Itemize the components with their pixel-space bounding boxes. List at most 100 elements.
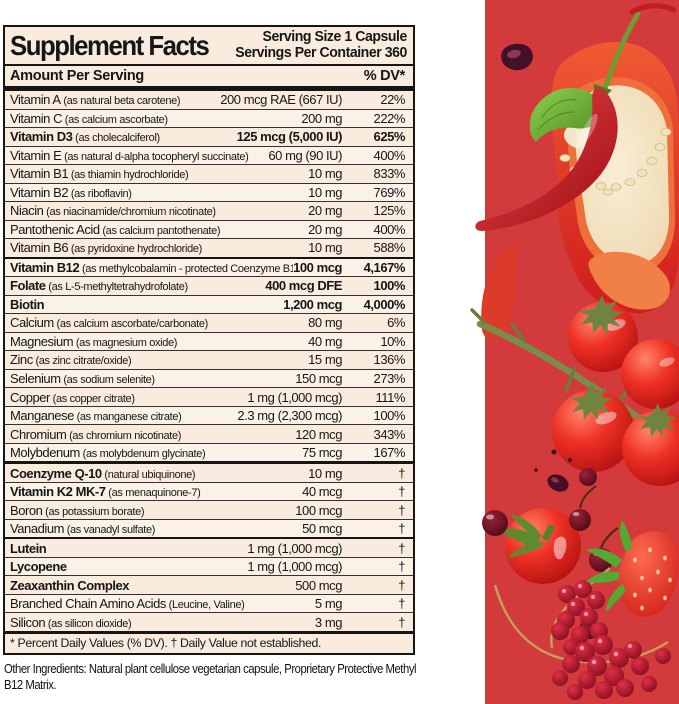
ingredient-amount: 10 mg — [308, 166, 342, 182]
table-row: Zeaxanthin Complex 500 mcg † — [5, 575, 413, 594]
ingredient-dv: 10% — [380, 333, 405, 349]
strawberry-icon — [586, 520, 679, 617]
ingredient-name: Calcium (as calcium ascorbate/carbonate) — [10, 315, 208, 331]
table-row: Biotin 1,200 mcg 4,000% — [5, 294, 413, 314]
ingredient-name: Copper (as copper citrate) — [10, 389, 135, 405]
ingredient-amount: 80 mg — [308, 315, 342, 331]
ingredient-name: Zeaxanthin Complex — [10, 577, 130, 593]
table-row: Vitamin E (as natural d-alpha tocopheryl… — [5, 145, 413, 165]
ingredient-name: Coenzyme Q-10 (natural ubiquinone) — [10, 465, 196, 481]
pomegranate-seed-icon — [501, 43, 533, 71]
ingredient-name: Selenium (as sodium selenite) — [10, 370, 155, 386]
ingredient-amount: 1 mg (1,000 mcg) — [247, 559, 342, 575]
ingredient-name: Niacin (as niacinamide/chromium nicotina… — [10, 203, 216, 219]
table-row: Vitamin B2 (as riboflavin) 10 mg 769% — [5, 182, 413, 202]
red-chili-pepper-icon — [475, 11, 641, 232]
ingredient-name: Boron (as potassium borate) — [10, 502, 145, 518]
table-row: Vitamin B12 (as methylcobalamin - protec… — [5, 256, 413, 277]
ingredient-amount: 40 mcg — [302, 484, 342, 500]
column-header: Amount Per Serving % DV* — [5, 66, 413, 91]
table-row: Lycopene 1 mg (1,000 mcg) † — [5, 556, 413, 576]
strawberry-calyx-icon — [586, 520, 632, 612]
ingredient-name: Vitamin B12 (as methylcobalamin - protec… — [10, 259, 294, 275]
ingredient-amount: 125 mcg (5,000 IU) — [236, 129, 343, 145]
ingredient-dv: † — [398, 577, 405, 593]
ingredient-amount: 400 mcg DFE — [265, 278, 342, 294]
ingredient-name: Pantothenic Acid (as calcium pantothenat… — [10, 221, 221, 237]
table-row: Vitamin A (as natural beta carotene) 200… — [5, 91, 413, 109]
red-currants-icon — [550, 567, 611, 655]
ingredient-dv: 136% — [373, 352, 406, 368]
chili-fragment-icon — [629, 3, 677, 15]
ingredient-amount: 500 mcg — [295, 577, 342, 593]
ingredient-amount: 100 mcg — [293, 259, 342, 275]
ingredient-name: Lycopene — [10, 559, 67, 575]
ingredient-dv: † — [398, 521, 405, 537]
ingredient-amount: 1 mg (1,000 mcg) — [247, 540, 342, 556]
ingredient-dv: 400% — [373, 221, 406, 237]
ingredient-name: Magnesium (as magnesium oxide) — [10, 333, 178, 349]
ingredient-amount: 60 mg (90 IU) — [268, 147, 342, 163]
ingredient-name: Vitamin C (as calcium ascorbate) — [10, 110, 168, 126]
chili-stem-icon — [602, 11, 641, 91]
ingredient-name: Branched Chain Amino Acids (Leucine, Val… — [10, 596, 245, 612]
ingredient-name: Vitamin K2 MK-7 (as menaquinone-7) — [10, 484, 201, 500]
dv-footnote: * Percent Daily Values (% DV). † Daily V… — [5, 631, 413, 653]
ingredient-amount: 40 mg — [308, 333, 342, 349]
ingredient-amount: 10 mg — [308, 184, 342, 200]
ingredient-dv: 100% — [373, 278, 406, 294]
table-row: Vanadium (as vanadyl sulfate) 50 mcg † — [5, 518, 413, 538]
tomato-icon — [498, 508, 581, 584]
table-row: Coenzyme Q-10 (natural ubiquinone) 10 mg… — [5, 461, 413, 482]
ingredient-amount: 200 mcg RAE (667 IU) — [220, 92, 342, 108]
ingredient-name: Vitamin B1 (as thiamin hydrochloride) — [10, 166, 189, 182]
ingredient-dv: 100% — [373, 408, 406, 424]
table-row: Silicon (as silicon dioxide) 3 mg † — [5, 612, 413, 631]
ingredient-dv: 125% — [373, 203, 406, 219]
ingredient-amount: 20 mg — [308, 203, 342, 219]
ingredient-dv: 343% — [373, 426, 406, 442]
ingredient-name: Chromium (as chromium nicotinate) — [10, 426, 182, 442]
ingredient-dv: † — [398, 465, 405, 481]
ingredient-name: Silicon (as silicon dioxide) — [10, 614, 132, 630]
ingredient-dv: 400% — [373, 147, 406, 163]
ingredient-dv: 167% — [373, 445, 406, 461]
ingredient-amount: 3 mg — [314, 614, 343, 630]
table-row: Vitamin D3 (as cholecalciferol) 125 mcg … — [5, 127, 413, 146]
ingredient-amount: 100 mcg — [295, 502, 342, 518]
ingredient-amount: 50 mcg — [302, 521, 342, 537]
ingredient-dv: † — [398, 559, 405, 575]
serving-size: Serving Size 1 Capsule — [262, 29, 408, 46]
ingredient-name: Folate (as L-5-methyltetrahydrofolate) — [10, 278, 188, 294]
table-row: Niacin (as niacinamide/chromium nicotina… — [5, 201, 413, 220]
table-row: Branched Chain Amino Acids (Leucine, Val… — [5, 593, 413, 613]
servings-per-container: Servings Per Container 360 — [235, 45, 407, 61]
percent-dv-header: % DV* — [363, 68, 406, 84]
ingredient-dv: † — [398, 540, 405, 556]
ingredient-name: Vitamin E (as natural d-alpha tocopheryl… — [10, 147, 249, 163]
table-row: Vitamin B6 (as pyridoxine hydrochloride)… — [5, 238, 413, 257]
ingredient-dv: 111% — [375, 389, 405, 405]
supplement-facts-panel: Supplement Facts Serving Size 1 Capsule … — [3, 25, 415, 655]
ingredient-name: Vitamin B6 (as pyridoxine hydrochloride) — [10, 240, 202, 256]
ingredient-dv: † — [398, 502, 405, 518]
ingredient-name: Vanadium (as vanadyl sulfate) — [10, 521, 156, 537]
bell-pepper-lobe — [481, 245, 517, 341]
ingredient-amount: 75 mcg — [302, 445, 342, 461]
produce-photo — [470, 0, 679, 704]
ingredient-name: Molybdenum (as molybdenum glycinate) — [10, 445, 206, 461]
table-row: Selenium (as sodium selenite) 150 mcg 27… — [5, 368, 413, 388]
ingredient-dv: 273% — [373, 370, 406, 386]
ingredient-dv: 4,167% — [363, 259, 406, 275]
ingredient-name: Vitamin D3 (as cholecalciferol) — [10, 129, 160, 145]
table-row: Vitamin C (as calcium ascorbate) 200 mg … — [5, 108, 413, 128]
table-row: Folate (as L-5-methyltetrahydrofolate) 4… — [5, 276, 413, 295]
ingredient-name: Manganese (as manganese citrate) — [10, 408, 182, 424]
red-currants-bottom-icon — [493, 584, 671, 700]
ingredient-amount: 10 mg — [308, 465, 342, 481]
ingredient-amount: 10 mg — [308, 240, 342, 256]
pepper-stem-icon — [529, 88, 603, 142]
table-row: Copper (as copper citrate) 1 mg (1,000 m… — [5, 387, 413, 406]
ingredient-dv: 769% — [373, 184, 406, 200]
table-row: Zinc (as zinc citrate/oxide) 15 mg 136% — [5, 350, 413, 369]
